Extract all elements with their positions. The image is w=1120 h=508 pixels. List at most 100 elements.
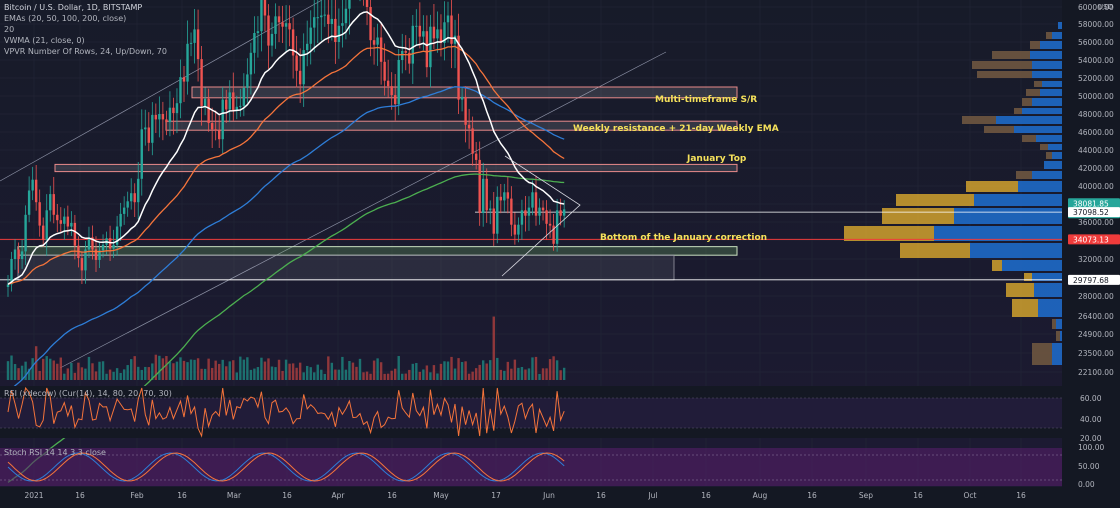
candle-body <box>531 192 534 208</box>
time-tick-label: 16 <box>387 491 397 500</box>
volume-bar <box>6 361 10 380</box>
candle-body <box>309 27 312 44</box>
vpvr-down <box>1034 81 1042 87</box>
vpvr-down <box>1024 273 1032 281</box>
candle-body <box>337 25 341 42</box>
candle-body <box>506 192 510 199</box>
volume-bar <box>165 356 168 380</box>
candle-body <box>126 201 129 208</box>
volume-bar <box>59 357 62 380</box>
triangle-lines <box>501 155 581 277</box>
legend-line3: 20 <box>4 25 15 34</box>
volume-bar <box>524 369 527 380</box>
volume-bar <box>464 361 467 380</box>
vpvr-up <box>1032 71 1062 78</box>
price-tick-label: 50000.00 <box>1078 92 1114 101</box>
volume-bar <box>189 359 193 380</box>
volume-bar <box>10 355 13 380</box>
volume-bar <box>411 363 414 380</box>
candle-body <box>203 98 207 106</box>
candle-body <box>284 23 288 27</box>
vpvr-down <box>844 226 934 241</box>
vpvr-down <box>972 61 1032 69</box>
volume-bar <box>510 368 513 380</box>
candle-body <box>200 59 203 106</box>
candle-body <box>552 225 555 244</box>
volume-bar <box>499 369 502 380</box>
vpvr-down <box>1022 135 1036 142</box>
volume-bar <box>506 361 510 380</box>
volume-bar <box>38 370 41 380</box>
volume-bar <box>401 373 404 380</box>
candle-body <box>277 16 281 23</box>
rsi-pane <box>0 386 1062 438</box>
vpvr-down <box>992 51 1030 59</box>
volume-bar <box>130 359 133 380</box>
volume-bar <box>49 358 52 380</box>
price-tick-label: 58000.00 <box>1078 20 1114 29</box>
time-axis[interactable]: 2021 16 Feb 16 Mar 16 Apr 16 May 17 Jun 16 Jul 16 Aug 1… <box>0 487 1120 508</box>
candle-body <box>137 178 140 203</box>
vpvr-down <box>1006 283 1034 297</box>
candle-body <box>436 29 439 39</box>
volume-bar <box>80 367 84 380</box>
volume-bar <box>221 359 224 380</box>
volume-bar <box>179 357 182 380</box>
zone-january-bottom <box>17 246 738 256</box>
vpvr-down <box>1040 144 1048 150</box>
volume-bar <box>277 359 281 380</box>
vpvr-up <box>996 116 1062 124</box>
time-tick-label: Mar <box>227 491 242 500</box>
candle-body <box>158 114 161 120</box>
volume-bar <box>492 316 495 380</box>
candle-body <box>510 198 513 225</box>
volume-bar <box>200 368 203 380</box>
candle-body <box>288 23 291 30</box>
volume-bar <box>267 358 270 380</box>
volume-bar <box>126 365 129 380</box>
volume-bar <box>225 366 228 380</box>
volume-bar <box>122 369 126 380</box>
vpvr-up <box>1034 283 1062 297</box>
volume-bar <box>422 369 425 380</box>
volume-bar <box>186 362 189 380</box>
price-tick-label: 54000.00 <box>1078 56 1114 65</box>
candle-body <box>84 249 87 271</box>
vpvr-up <box>1042 81 1062 87</box>
volume-bar <box>327 356 330 380</box>
volume-bar <box>270 366 274 380</box>
candle-body <box>527 207 531 216</box>
volume-bar <box>73 372 77 380</box>
vpvr-down <box>1032 343 1052 365</box>
volume-bar <box>77 362 80 380</box>
candle-body <box>6 284 10 287</box>
vpvr-up <box>1044 161 1062 169</box>
candle-body <box>471 128 474 154</box>
candle-body <box>425 31 429 68</box>
price-axis-bg <box>1062 0 1120 508</box>
volume-bar <box>344 369 348 380</box>
volume-bar <box>534 356 538 380</box>
vpvr-up <box>1002 260 1062 271</box>
volume-bar <box>151 363 154 380</box>
candle-body <box>432 26 436 39</box>
vpvr-down <box>1022 98 1032 106</box>
candle-body <box>320 15 323 18</box>
price-axis[interactable]: USD 22100.00 23500.00 24900.00 26400.00 28000… <box>1062 0 1120 508</box>
volume-bar <box>42 358 45 380</box>
triangle-pattern <box>501 155 581 277</box>
candle-body <box>330 18 334 24</box>
candle-body <box>66 216 70 227</box>
volume-bar <box>482 360 485 380</box>
volume-bar <box>362 372 365 380</box>
candle-body <box>130 193 133 202</box>
price-label-box <box>1068 207 1120 218</box>
candle-body <box>196 29 200 60</box>
volume-bar <box>337 369 341 380</box>
price-tick-label: 44000.00 <box>1078 146 1114 155</box>
candle-body <box>214 129 217 131</box>
candle-body <box>228 92 231 110</box>
candle-body <box>242 87 246 106</box>
volume-bar <box>404 373 407 380</box>
